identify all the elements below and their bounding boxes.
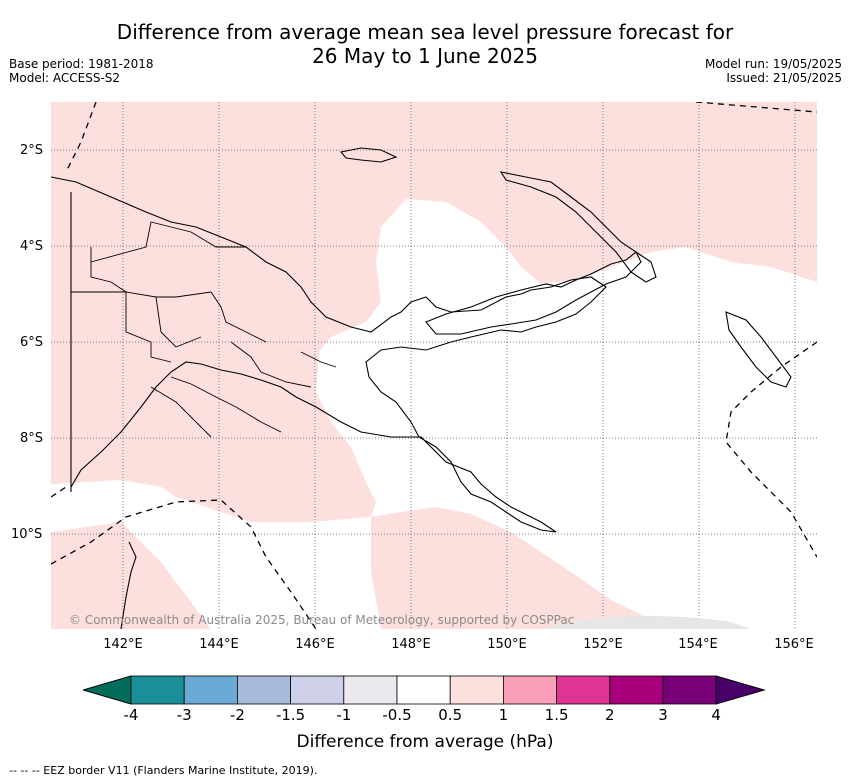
- colorbar-swatch: [502, 675, 557, 705]
- lon-label-142e: 142°E: [103, 637, 143, 652]
- new-britain: [425, 251, 642, 335]
- lon-label-154e: 154°E: [678, 637, 718, 652]
- colorbar-extension-max: [715, 675, 766, 705]
- meta-left: Base period: 1981-2018 Model: ACCESS-S2: [9, 57, 154, 85]
- colorbar-tick-label: 0.5: [438, 706, 463, 724]
- colorbar: [83, 675, 766, 705]
- cape-york: [120, 541, 137, 629]
- map-svg: [51, 102, 817, 629]
- province-borders: [71, 221, 337, 438]
- title-line-2: 26 May to 1 June 2025: [312, 44, 538, 68]
- eez-borders: [51, 102, 817, 629]
- colorbar-swatch: [556, 675, 611, 705]
- model-run: Model run: 19/05/2025: [704, 57, 842, 71]
- map-panel: © Commonwealth of Australia 2025, Bureau…: [51, 102, 817, 629]
- lon-label-148e: 148°E: [391, 637, 431, 652]
- colorbar-tick-label: -1.5: [275, 706, 306, 724]
- colorbar-tick-label: 2: [605, 706, 615, 724]
- colorbar-swatch: [662, 675, 717, 705]
- colorbar-extension-min: [83, 675, 132, 705]
- colorbar-swatch: [609, 675, 664, 705]
- colorbar-tick-label: -0.5: [382, 706, 412, 724]
- neutral-anomaly-south: [121, 497, 381, 629]
- copyright-notice: © Commonwealth of Australia 2025, Bureau…: [69, 613, 575, 627]
- colorbar-swatch: [290, 675, 345, 705]
- title-line-1: Difference from average mean sea level p…: [116, 20, 734, 44]
- colorbar-tick-label: 4: [711, 706, 721, 724]
- colorbar-swatch: [343, 675, 398, 705]
- lat-label-2s: 2°S: [20, 143, 44, 158]
- lon-label-144e: 144°E: [199, 637, 239, 652]
- bougainville: [725, 311, 792, 388]
- colorbar-tick-label: 3: [658, 706, 668, 724]
- manus: [339, 147, 398, 163]
- colorbar-swatch: [449, 675, 504, 705]
- lon-label-150e: 150°E: [487, 637, 527, 652]
- chart-title: Difference from average mean sea level p…: [0, 20, 850, 68]
- colorbar-tick-label: -3: [176, 706, 192, 724]
- coastlines: [51, 147, 792, 629]
- graticule: [51, 102, 817, 629]
- colorbar-tick-label: 1.5: [544, 706, 569, 724]
- lon-label-156e: 156°E: [774, 637, 814, 652]
- colorbar-swatch: [236, 675, 291, 705]
- lat-label-10s: 10°S: [11, 527, 43, 542]
- new-ireland: [499, 171, 657, 283]
- grey-region: [541, 615, 751, 629]
- lat-label-6s: 6°S: [20, 335, 44, 350]
- colorbar-tick-label: 1: [498, 706, 509, 724]
- meta-right: Model run: 19/05/2025 Issued: 21/05/2025: [705, 57, 842, 85]
- lon-label-146e: 146°E: [295, 637, 335, 652]
- new-guinea-coast: [51, 176, 607, 533]
- colorbar-tick-label: -4: [123, 706, 139, 724]
- lon-label-152e: 152°E: [583, 637, 623, 652]
- neutral-anomaly-region: [316, 199, 817, 629]
- model-name: Model: ACCESS-S2: [9, 71, 121, 85]
- neutral-anomaly-sw: [51, 480, 176, 532]
- colorbar-swatch: [183, 675, 238, 705]
- eez-legend: -- -- -- EEZ border V11 (Flanders Marine…: [9, 764, 318, 777]
- colorbar-label: Difference from average (hPa): [296, 732, 554, 752]
- colorbar-swatch: [130, 675, 185, 705]
- colorbar-tick-label: -1: [336, 706, 352, 724]
- colorbar-swatch: [396, 675, 451, 705]
- base-period: Base period: 1981-2018: [9, 57, 154, 71]
- issued-date: Issued: 21/05/2025: [726, 71, 842, 85]
- colorbar-tick-label: -2: [229, 706, 245, 724]
- lat-label-4s: 4°S: [20, 239, 44, 254]
- lat-label-8s: 8°S: [20, 431, 44, 446]
